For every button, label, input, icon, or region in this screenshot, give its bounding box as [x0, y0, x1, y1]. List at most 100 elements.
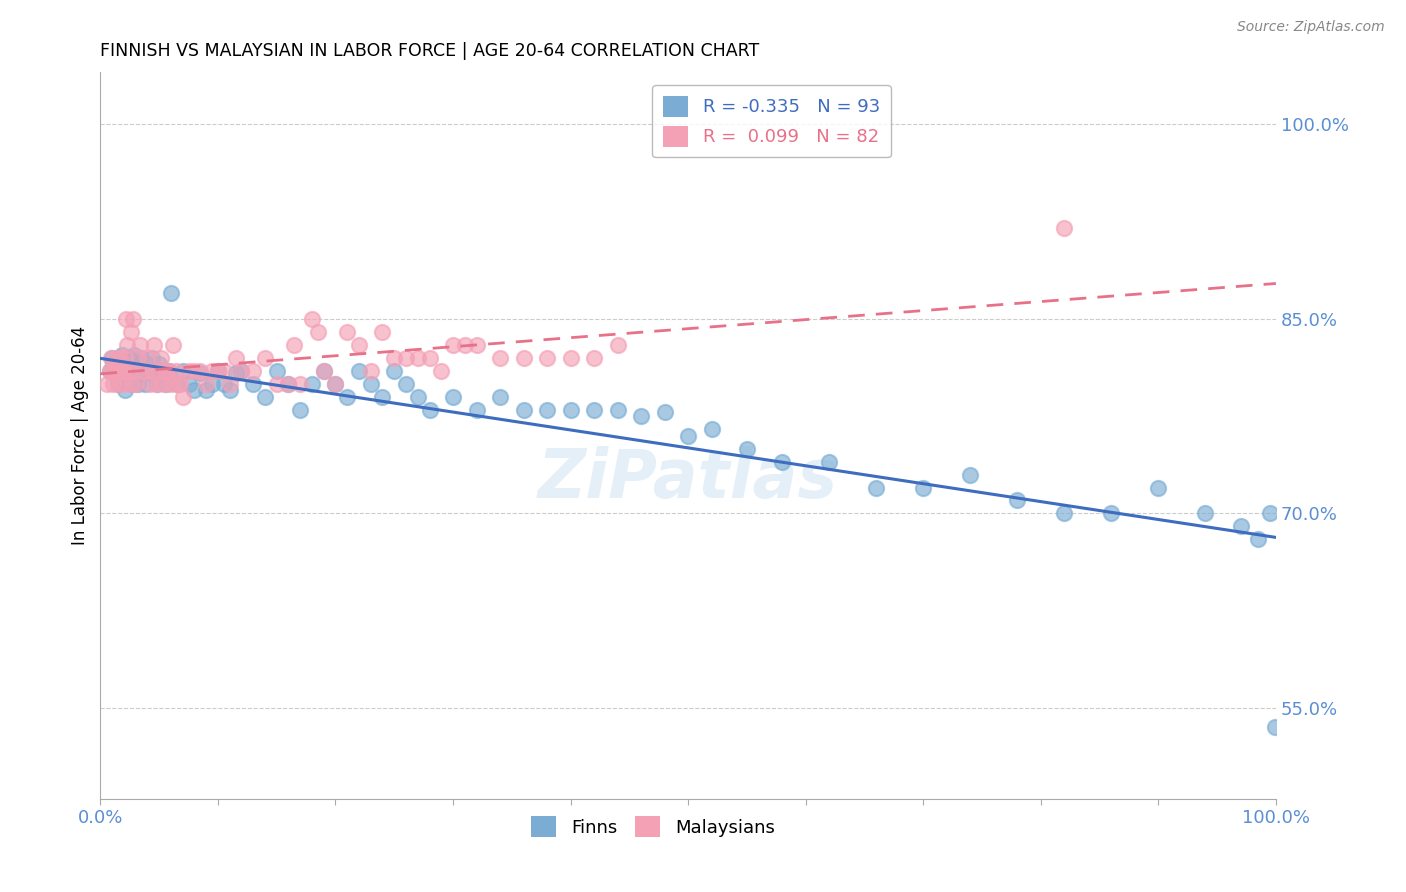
Point [117, 364, 139, 378]
Point [454, 338, 477, 352]
Text: ZiPatlas: ZiPatlas [538, 446, 838, 512]
Point [301, 311, 323, 326]
Point [371, 325, 394, 339]
Text: FINNISH VS MALAYSIAN IN LABOR FORCE | AGE 20-64 CORRELATION CHART: FINNISH VS MALAYSIAN IN LABOR FORCE | AG… [100, 42, 759, 60]
Point [150, 351, 173, 365]
Point [218, 383, 240, 397]
Point [136, 357, 159, 371]
Point [146, 376, 169, 391]
Point [266, 376, 288, 391]
Point [418, 402, 440, 417]
Point [489, 390, 512, 404]
Point [103, 357, 125, 371]
Point [112, 364, 135, 378]
Point [630, 409, 652, 424]
Point [118, 367, 141, 381]
Point [231, 364, 253, 378]
Point [1147, 481, 1170, 495]
Point [101, 364, 124, 378]
Point [115, 311, 138, 326]
Point [110, 351, 132, 365]
Point [382, 364, 405, 378]
Point [700, 422, 723, 436]
Point [212, 364, 235, 378]
Point [124, 348, 146, 362]
Point [160, 285, 183, 300]
Point [100, 351, 122, 365]
Y-axis label: In Labor Force | Age 20-64: In Labor Force | Age 20-64 [72, 326, 89, 545]
Point [183, 364, 205, 378]
Point [188, 364, 211, 378]
Point [146, 376, 169, 391]
Point [162, 338, 184, 352]
Point [148, 357, 170, 371]
Point [111, 376, 134, 391]
Point [98, 364, 121, 378]
Point [441, 390, 464, 404]
Point [166, 376, 188, 391]
Point [117, 361, 139, 376]
Point [290, 376, 312, 391]
Point [360, 376, 382, 391]
Point [1264, 721, 1286, 735]
Point [188, 367, 211, 381]
Point [560, 402, 582, 417]
Point [266, 364, 288, 378]
Point [131, 351, 153, 365]
Point [114, 383, 136, 397]
Point [110, 348, 132, 362]
Point [134, 364, 156, 378]
Point [418, 351, 440, 365]
Point [283, 338, 305, 352]
Point [183, 383, 205, 397]
Point [489, 351, 512, 365]
Point [406, 390, 429, 404]
Point [360, 364, 382, 378]
Point [1053, 221, 1076, 235]
Point [201, 376, 224, 391]
Point [770, 454, 793, 468]
Point [465, 338, 488, 352]
Point [301, 376, 323, 391]
Point [153, 376, 176, 391]
Point [98, 364, 121, 378]
Point [441, 338, 464, 352]
Legend: Finns, Malaysians: Finns, Malaysians [524, 809, 782, 845]
Point [654, 405, 676, 419]
Point [122, 311, 145, 326]
Point [430, 364, 453, 378]
Point [406, 351, 429, 365]
Point [103, 357, 125, 371]
Point [606, 402, 628, 417]
Point [347, 364, 370, 378]
Point [101, 351, 124, 365]
Point [865, 481, 887, 495]
Point [606, 338, 628, 352]
Point [583, 351, 606, 365]
Point [105, 351, 128, 365]
Point [225, 367, 247, 381]
Point [103, 376, 125, 391]
Point [735, 442, 758, 456]
Point [959, 467, 981, 482]
Point [325, 376, 347, 391]
Point [212, 376, 235, 391]
Point [1194, 507, 1216, 521]
Point [131, 364, 153, 378]
Point [201, 364, 224, 378]
Point [231, 364, 253, 378]
Point [131, 364, 153, 378]
Point [1247, 533, 1270, 547]
Point [155, 376, 177, 391]
Point [128, 357, 150, 371]
Point [347, 338, 370, 352]
Point [242, 364, 264, 378]
Point [172, 390, 194, 404]
Point [512, 351, 534, 365]
Point [114, 351, 136, 365]
Point [177, 376, 200, 391]
Point [118, 364, 141, 378]
Point [290, 402, 312, 417]
Point [143, 364, 166, 378]
Point [121, 376, 143, 391]
